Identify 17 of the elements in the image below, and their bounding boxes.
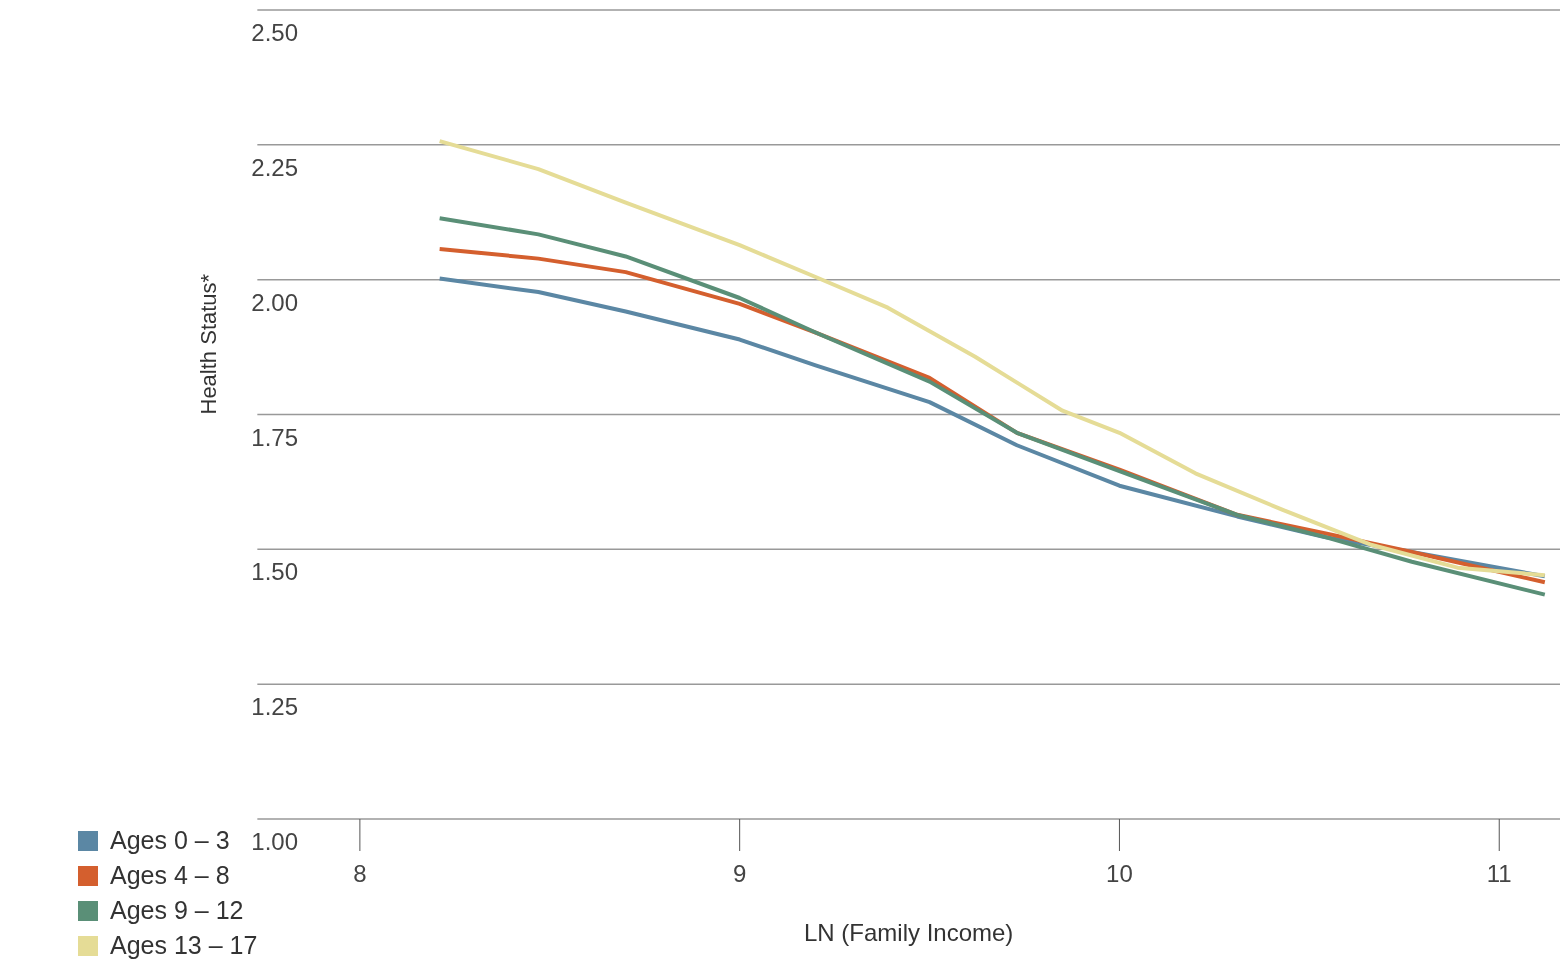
y-tick-label: 1.50 bbox=[251, 558, 299, 586]
x-tick-label: 9 bbox=[732, 860, 747, 888]
y-axis-title: Health Status* bbox=[196, 273, 222, 415]
y-tick-label: 1.25 bbox=[251, 693, 299, 721]
y-tick-label: 2.50 bbox=[251, 19, 299, 46]
legend-label: Ages 9 – 12 bbox=[110, 895, 244, 926]
y-tick-label: 2.25 bbox=[251, 153, 299, 181]
x-tick-label: 8 bbox=[353, 860, 367, 888]
legend-label: Ages 13 – 17 bbox=[110, 930, 258, 961]
y-tick-label: 2.00 bbox=[251, 288, 299, 316]
x-tick-label: 11 bbox=[1486, 860, 1512, 888]
x-axis-title: LN (Family Income) bbox=[803, 919, 1014, 947]
y-tick-label: 1.00 bbox=[251, 828, 299, 855]
x-tick-label: 10 bbox=[1106, 860, 1133, 888]
legend-label: Ages 4 – 8 bbox=[110, 860, 230, 891]
y-tick-label: 1.75 bbox=[251, 423, 299, 451]
legend-label: Ages 0 – 3 bbox=[110, 825, 230, 856]
